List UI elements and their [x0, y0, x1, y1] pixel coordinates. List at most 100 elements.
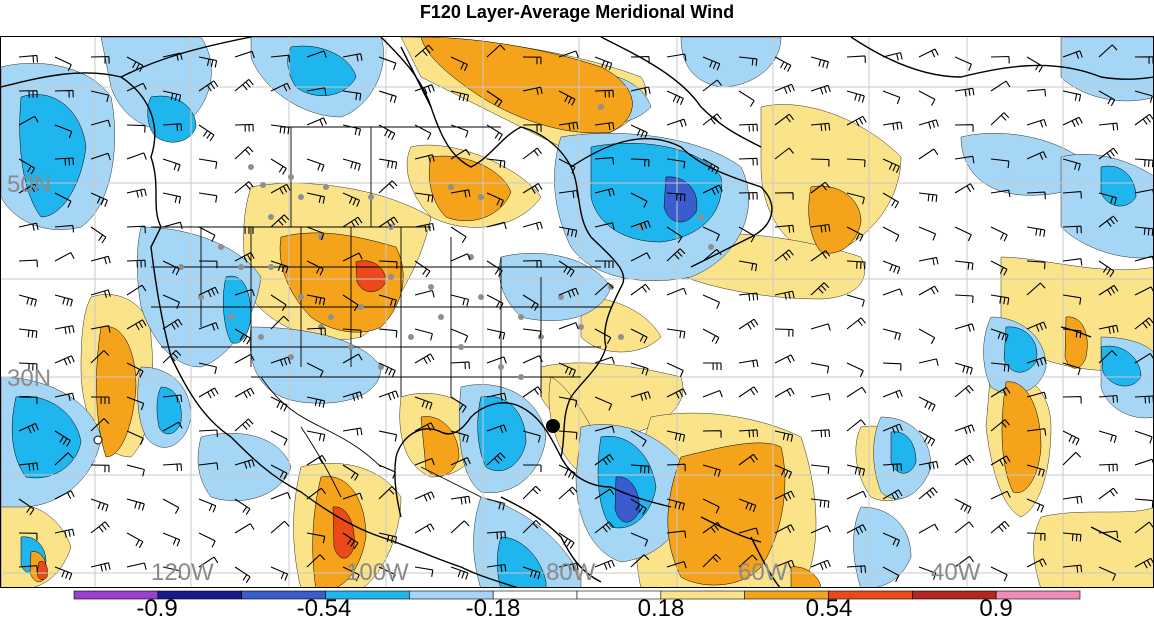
wind-barb	[90, 562, 111, 572]
wind-barb	[270, 124, 290, 135]
wind-barb	[378, 180, 398, 194]
wind-barb	[126, 532, 144, 549]
wind-barb	[630, 124, 648, 140]
wind-barb	[954, 498, 972, 514]
wind-barb	[234, 146, 254, 160]
wind-barb	[666, 53, 687, 61]
wind-barb	[342, 53, 363, 62]
wind-barb	[774, 147, 794, 160]
wind-barb	[1134, 521, 1153, 534]
wind-barb	[918, 119, 939, 129]
wind-barb	[846, 386, 867, 398]
wind-barb	[1098, 215, 1119, 228]
wind-barb	[630, 498, 647, 515]
wind-barb	[738, 191, 758, 200]
wind-barb	[1098, 324, 1119, 334]
wind-barb	[882, 489, 903, 501]
wind-barb	[342, 464, 359, 481]
wind-barb	[774, 224, 795, 233]
wind-barb	[846, 192, 865, 205]
wind-barb	[918, 430, 936, 447]
wind-barb	[666, 530, 687, 538]
wind-barb	[1134, 113, 1153, 126]
wind-barb	[234, 50, 255, 59]
wind-barb	[522, 566, 541, 580]
wind-barb	[990, 566, 1008, 582]
wind-barb	[126, 396, 145, 411]
wind-barb	[702, 521, 723, 534]
wind-barb	[522, 56, 542, 65]
colorbar-label-2: -0.54	[296, 595, 352, 622]
wind-barb	[846, 565, 867, 574]
wind-barb	[414, 260, 431, 278]
open-marker	[93, 435, 103, 445]
wind-barb	[558, 189, 579, 199]
wind-barb	[450, 148, 471, 160]
wind-barb	[450, 520, 470, 534]
wind-barb	[414, 289, 435, 298]
wind-barb	[954, 124, 974, 132]
wind-barb	[738, 90, 755, 107]
wind-barb	[90, 418, 110, 432]
wind-barb	[450, 566, 469, 580]
wind-barb	[918, 48, 939, 58]
wind-barb	[702, 113, 722, 126]
wind-barb	[198, 362, 218, 375]
wind-barb	[990, 328, 1009, 342]
wind-barb	[414, 353, 435, 365]
wind-barb	[486, 392, 507, 401]
wind-barb	[882, 192, 899, 209]
wind-barb	[1134, 353, 1153, 364]
wind-barb	[954, 260, 974, 271]
wind-barb	[18, 115, 39, 126]
wind-barb	[90, 255, 111, 265]
wind-barb	[378, 90, 397, 104]
colorbar-swatches	[73, 590, 1081, 600]
wind-barb	[774, 524, 795, 534]
wind-barb	[954, 362, 973, 375]
wind-barb	[774, 83, 795, 94]
wind-barb	[522, 124, 542, 132]
wind-barb	[54, 490, 75, 500]
wind-barb	[882, 260, 901, 275]
wind-barb	[1026, 356, 1047, 367]
wind-barb	[18, 362, 38, 371]
wind-barb	[162, 532, 181, 547]
wind-barb	[1098, 90, 1116, 107]
wind-barb	[594, 356, 615, 364]
wind-barb	[126, 319, 147, 331]
wind-barb	[486, 158, 506, 169]
wind-barb	[702, 430, 722, 438]
wind-barb	[270, 356, 291, 367]
wind-barb	[270, 294, 287, 311]
wind-barb	[630, 532, 649, 547]
wind-barb	[414, 457, 435, 466]
wind-barb	[810, 362, 830, 374]
wind-barb	[162, 158, 181, 172]
wind-barb	[270, 214, 290, 228]
wind-barb	[990, 387, 1011, 398]
wind-barb	[738, 498, 757, 513]
wind-barb	[666, 90, 684, 106]
wind-barb	[558, 486, 578, 500]
wind-barb	[882, 90, 901, 105]
wind-barb	[738, 226, 756, 243]
wind-barb	[1062, 158, 1081, 171]
wind-barb	[702, 498, 720, 514]
wind-barb	[846, 260, 866, 270]
wind-barb	[774, 430, 794, 442]
wind-barb	[738, 123, 758, 132]
positive-strong-contours	[36, 260, 387, 581]
wind-barb	[342, 294, 359, 312]
wind-barb	[162, 463, 183, 472]
wind-barb	[162, 394, 183, 403]
wind-barb	[486, 90, 503, 108]
wind-barb	[1134, 498, 1153, 508]
wind-barb	[1026, 321, 1047, 332]
wind-barb	[990, 80, 1011, 92]
wind-barb	[54, 566, 73, 581]
wind-barb	[954, 226, 972, 242]
wind-barb	[306, 487, 327, 500]
wind-barb	[234, 78, 254, 92]
wind-barb	[522, 221, 543, 230]
